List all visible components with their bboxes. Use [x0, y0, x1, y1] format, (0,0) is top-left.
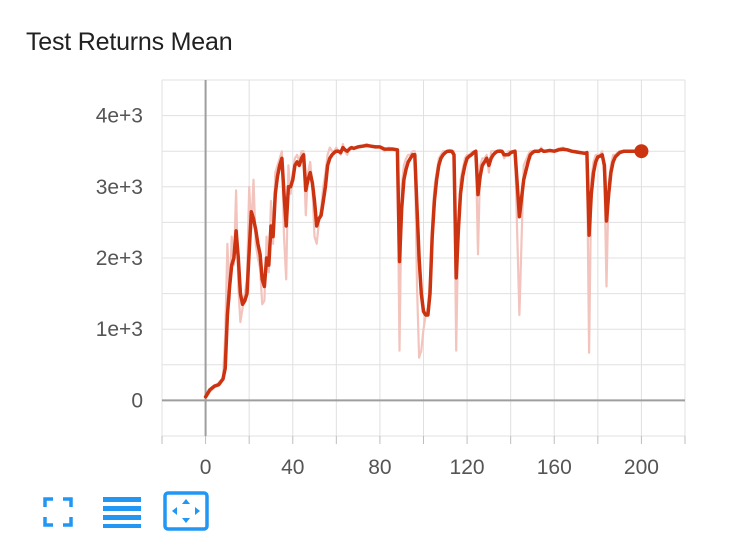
x-tick-label: 40 [281, 456, 304, 479]
x-tick-label: 200 [624, 456, 659, 479]
y-tick-label: 1e+3 [96, 318, 143, 341]
y-tick-label: 4e+3 [96, 105, 143, 128]
toggle-log-scale-icon[interactable] [101, 494, 143, 530]
smoothed-series [203, 143, 649, 399]
x-tick-label: 0 [200, 456, 212, 479]
smoothed-series-line [203, 143, 644, 399]
x-tick-label: 160 [537, 456, 572, 479]
x-tick-label: 120 [450, 456, 485, 479]
y-tick-label: 2e+3 [96, 247, 143, 270]
axes [161, 80, 686, 444]
fit-domain-icon[interactable] [40, 494, 76, 530]
fit-to-data-icon[interactable] [163, 491, 209, 531]
last-point-marker [634, 144, 649, 159]
x-tick-label: 80 [368, 456, 391, 479]
tick-labels: 0 40 80 120 160 200 0 1e+3 2e+3 3e+3 4e+3 [96, 105, 659, 479]
y-tick-label: 0 [131, 389, 143, 412]
y-tick-label: 3e+3 [96, 176, 143, 199]
chart-title: Test Returns Mean [26, 28, 233, 56]
